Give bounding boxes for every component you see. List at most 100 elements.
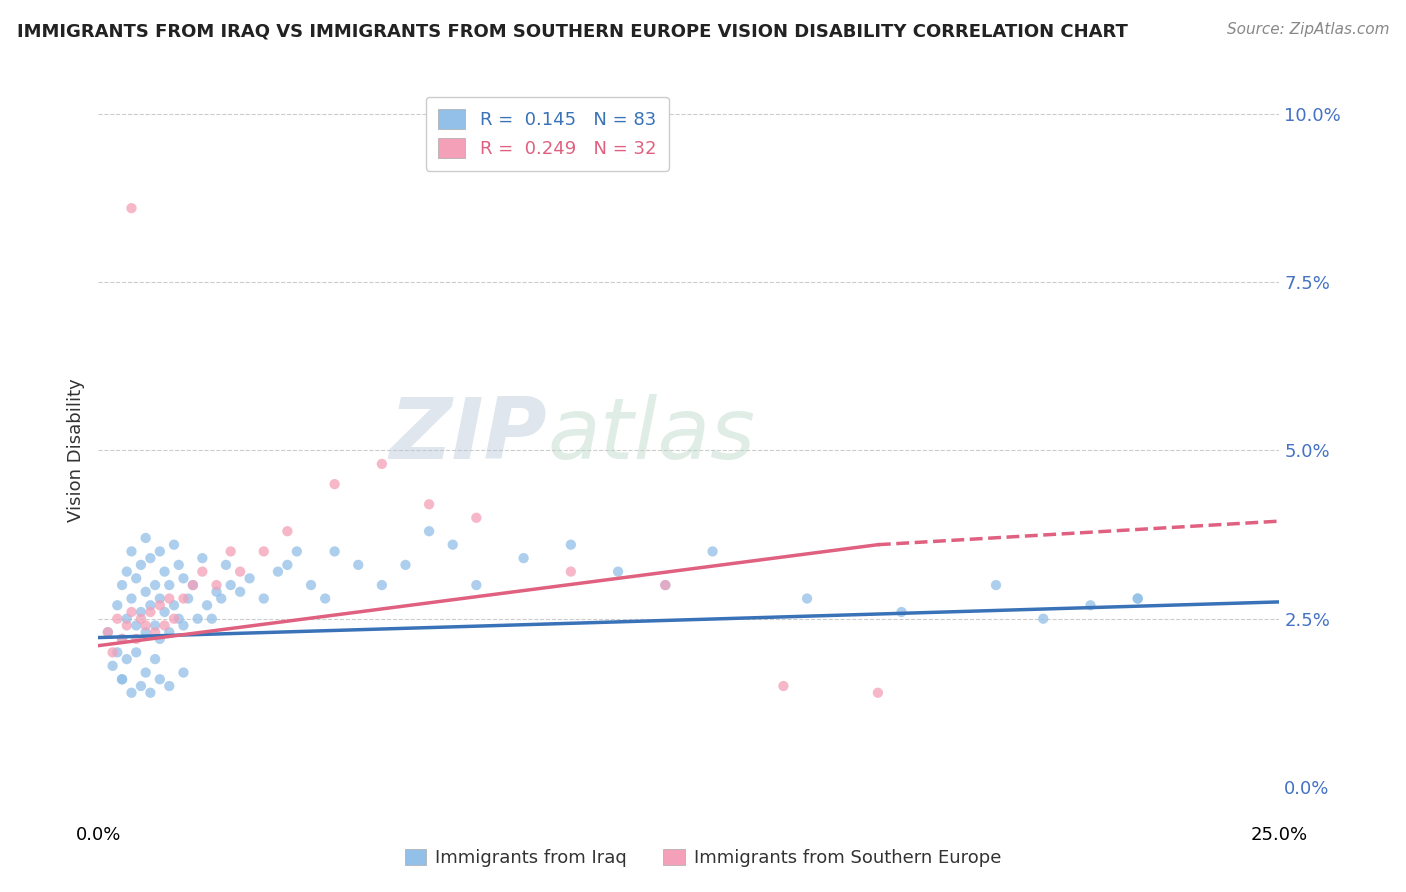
Point: [191, 565, 214, 579]
Point: [172, 618, 194, 632]
Point: [177, 591, 200, 606]
Point: [187, 612, 209, 626]
Point: [149, 673, 172, 687]
Point: [139, 599, 162, 613]
Point: [418, 524, 440, 539]
Point: [115, 618, 138, 632]
Point: [121, 591, 143, 606]
Point: [97, 625, 120, 640]
Point: [167, 612, 190, 626]
Point: [157, 625, 180, 640]
Point: [149, 544, 172, 558]
Point: [125, 632, 148, 646]
Point: [215, 558, 238, 572]
Point: [394, 558, 416, 572]
Text: IMMIGRANTS FROM IRAQ VS IMMIGRANTS FROM SOUTHERN EUROPE VISION DISABILITY CORREL: IMMIGRANTS FROM IRAQ VS IMMIGRANTS FROM …: [17, 22, 1128, 40]
Point: [191, 551, 214, 566]
Point: [121, 544, 143, 558]
Point: [157, 591, 180, 606]
Point: [219, 578, 242, 592]
Point: [205, 584, 228, 599]
Point: [441, 538, 464, 552]
Point: [1126, 591, 1149, 606]
Point: [172, 665, 194, 680]
Point: [1126, 591, 1149, 606]
Point: [121, 686, 143, 700]
Point: [143, 578, 166, 592]
Text: atlas: atlas: [547, 394, 755, 477]
Point: [153, 605, 176, 619]
Point: [149, 599, 172, 613]
Point: [101, 645, 124, 659]
Point: [115, 652, 138, 666]
Point: [323, 477, 346, 491]
Point: [105, 599, 128, 613]
Point: [702, 544, 724, 558]
Point: [560, 565, 582, 579]
Point: [129, 679, 152, 693]
Point: [135, 618, 157, 632]
Point: [512, 551, 534, 566]
Point: [139, 686, 162, 700]
Point: [181, 578, 204, 592]
Point: [796, 591, 818, 606]
Point: [163, 599, 186, 613]
Point: [129, 605, 152, 619]
Point: [143, 652, 166, 666]
Point: [371, 457, 394, 471]
Point: [153, 565, 176, 579]
Point: [195, 599, 218, 613]
Point: [149, 632, 172, 646]
Point: [163, 612, 186, 626]
Point: [111, 632, 134, 646]
Point: [314, 591, 336, 606]
Point: [1080, 599, 1102, 613]
Point: [111, 578, 134, 592]
Point: [121, 201, 143, 215]
Point: [772, 679, 794, 693]
Point: [143, 625, 166, 640]
Point: [654, 578, 676, 592]
Point: [163, 538, 186, 552]
Point: [239, 571, 262, 585]
Point: [129, 558, 152, 572]
Point: [115, 565, 138, 579]
Point: [111, 632, 134, 646]
Point: [129, 612, 152, 626]
Point: [181, 578, 204, 592]
Point: [654, 578, 676, 592]
Point: [125, 645, 148, 659]
Point: [125, 571, 148, 585]
Point: [125, 618, 148, 632]
Point: [890, 605, 912, 619]
Point: [229, 584, 252, 599]
Point: [115, 612, 138, 626]
Point: [101, 658, 124, 673]
Point: [560, 538, 582, 552]
Point: [201, 612, 224, 626]
Point: [135, 584, 157, 599]
Point: [205, 578, 228, 592]
Point: [135, 531, 157, 545]
Point: [1032, 612, 1054, 626]
Point: [371, 578, 394, 592]
Point: [172, 591, 194, 606]
Legend: Immigrants from Iraq, Immigrants from Southern Europe: Immigrants from Iraq, Immigrants from So…: [398, 841, 1008, 874]
Point: [153, 618, 176, 632]
Point: [219, 544, 242, 558]
Point: [157, 578, 180, 592]
Point: [253, 591, 276, 606]
Point: [105, 612, 128, 626]
Point: [172, 571, 194, 585]
Point: [299, 578, 322, 592]
Point: [285, 544, 308, 558]
Point: [135, 625, 157, 640]
Point: [267, 565, 290, 579]
Point: [276, 558, 298, 572]
Point: [97, 625, 120, 640]
Text: Source: ZipAtlas.com: Source: ZipAtlas.com: [1226, 22, 1389, 37]
Point: [229, 565, 252, 579]
Point: [121, 605, 143, 619]
Text: ZIP: ZIP: [389, 394, 547, 477]
Legend: R =  0.145   N = 83, R =  0.249   N = 32: R = 0.145 N = 83, R = 0.249 N = 32: [426, 96, 669, 170]
